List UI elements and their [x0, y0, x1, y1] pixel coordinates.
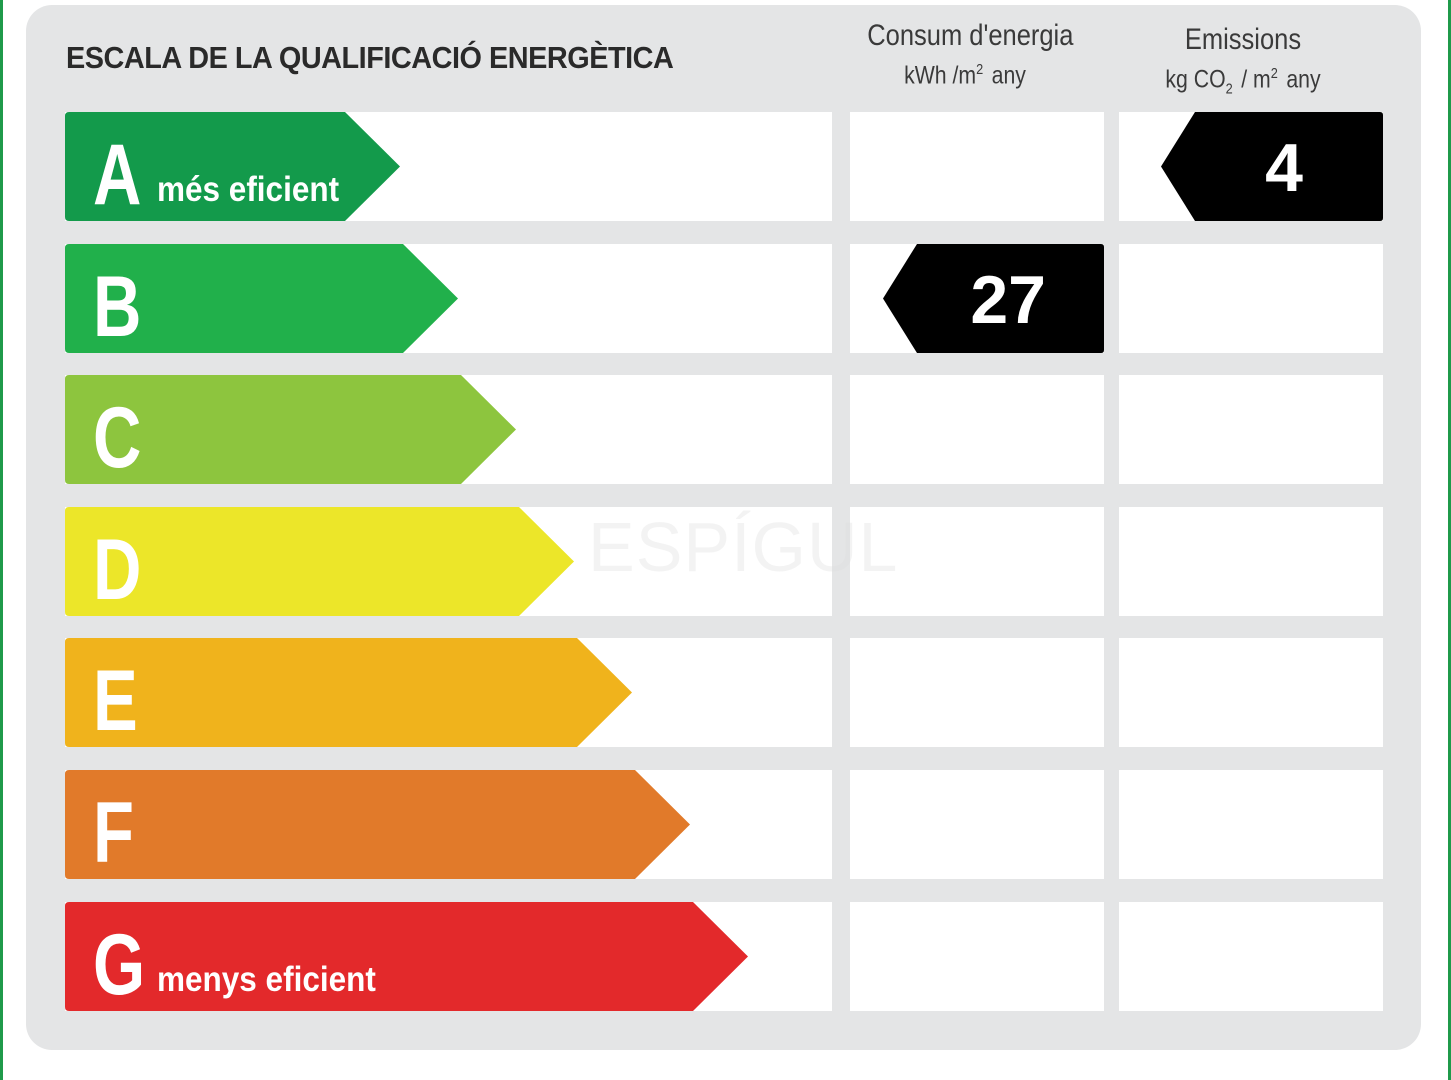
consumption-cell-f: [850, 770, 1104, 879]
scale-arrow-e: [65, 638, 632, 747]
scale-arrow-shape-c: [65, 375, 516, 484]
emissions-rating-value: 4: [1265, 130, 1303, 206]
consumption-cell-g: [850, 902, 1104, 1011]
scale-letter-c: C: [93, 390, 142, 486]
emissions-rating-indicator: [1161, 112, 1383, 221]
scale-letter-d: D: [93, 522, 142, 618]
emissions-cell-c: [1119, 375, 1383, 484]
scale-sublabel-a: més eficient: [157, 170, 340, 209]
scale-arrow-shape-b: [65, 244, 458, 353]
emissions-header-unit: kg CO2/ m2 any: [1165, 65, 1321, 98]
consumption-header: Consum d'energia kWh /m2 any: [850, 18, 1080, 91]
emissions-cell-b: [1119, 244, 1383, 353]
emissions-header-title: Emissions: [1184, 23, 1302, 56]
consumption-header-title: Consum d'energia: [867, 19, 1074, 52]
scale-letter-e: E: [93, 653, 138, 749]
page-title: ESCALA DE LA QUALIFICACIÓ ENERGÈTICA: [66, 40, 674, 75]
left-border: [0, 0, 3, 1080]
scale-arrow-b: [65, 244, 458, 353]
emissions-cell-f: [1119, 770, 1383, 879]
scale-letter-a: A: [93, 127, 142, 223]
scale-arrow-d: [65, 507, 574, 616]
scale-letter-g: G: [93, 917, 146, 1013]
scale-arrow-g: [65, 902, 748, 1011]
emissions-cell-e: [1119, 638, 1383, 747]
emissions-rating-shape: [1161, 112, 1383, 221]
scale-letter-b: B: [93, 259, 142, 355]
consumption-cell-c: [850, 375, 1104, 484]
scale-arrow-a: [65, 112, 400, 221]
scale-arrow-shape-g: [65, 902, 748, 1011]
scale-letter-f: F: [93, 785, 134, 881]
right-border: [1448, 0, 1451, 1080]
consumption-cell-d: [850, 507, 1104, 616]
scale-sublabel-g: menys eficient: [157, 960, 376, 999]
scale-arrow-shape-d: [65, 507, 574, 616]
emissions-header: Emissions kg CO2/ m2 any: [1128, 22, 1358, 105]
scale-arrow-shape-e: [65, 638, 632, 747]
consumption-rating-indicator: [883, 244, 1104, 353]
watermark-text: ESPÍGUL: [588, 508, 899, 586]
emissions-cell-g: [1119, 902, 1383, 1011]
scale-arrow-shape-a: [65, 112, 400, 221]
consumption-rating-value: 27: [970, 262, 1046, 338]
scale-arrow-c: [65, 375, 516, 484]
emissions-cell-d: [1119, 507, 1383, 616]
consumption-rating-shape: [883, 244, 1104, 353]
scale-arrow-shape-f: [65, 770, 690, 879]
consumption-header-unit: kWh /m2 any: [904, 61, 1026, 90]
consumption-cell-a: [850, 112, 1104, 221]
scale-arrow-f: [65, 770, 690, 879]
consumption-cell-e: [850, 638, 1104, 747]
